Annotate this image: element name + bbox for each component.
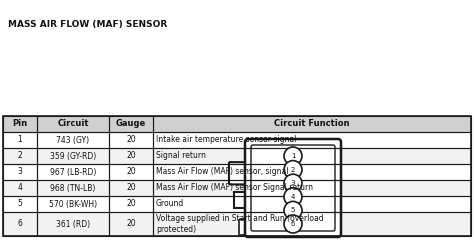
Bar [36,164,109,180]
FancyBboxPatch shape [229,162,249,184]
Circle shape [284,201,302,219]
Text: Circuit: Circuit [57,120,89,129]
Bar [3,116,471,132]
Text: 2: 2 [18,151,22,160]
Text: 20: 20 [126,167,136,176]
Bar [3,148,471,164]
Bar [3,196,36,212]
Text: MASS AIR FLOW (MAF) SENSOR: MASS AIR FLOW (MAF) SENSOR [8,20,167,29]
Text: 20: 20 [126,219,136,228]
Text: 743 (GY): 743 (GY) [56,136,90,144]
Text: Voltage supplied in Start and Run (overload
protected): Voltage supplied in Start and Run (overl… [156,214,323,234]
Bar [3,148,36,164]
Bar [153,212,471,236]
Text: 4: 4 [291,194,295,200]
Bar [153,196,471,212]
Bar [153,164,471,180]
Bar [36,196,109,212]
Bar [153,180,471,196]
Text: 967 (LB-RD): 967 (LB-RD) [50,167,96,176]
Bar [36,212,109,236]
Text: 20: 20 [126,151,136,160]
Bar [109,212,153,236]
Text: 4: 4 [18,183,22,192]
Text: 570 (BK-WH): 570 (BK-WH) [49,199,97,209]
Bar [36,180,109,196]
Bar [3,196,471,212]
FancyBboxPatch shape [251,145,335,231]
Text: 5: 5 [18,199,22,209]
FancyBboxPatch shape [239,219,249,235]
Text: 1: 1 [18,136,22,144]
Bar [109,164,153,180]
Circle shape [284,188,302,206]
Text: 2: 2 [291,166,295,173]
Text: 20: 20 [126,183,136,192]
Bar [3,116,36,132]
Bar [109,132,153,148]
Bar [109,196,153,212]
Bar [153,148,471,164]
Bar [3,212,36,236]
Bar [153,132,471,148]
Bar [234,192,248,208]
Bar [3,164,471,180]
Text: Gauge: Gauge [116,120,146,129]
Text: 20: 20 [126,136,136,144]
Bar [153,116,471,132]
Bar [3,132,471,148]
Text: 5: 5 [291,207,295,213]
Bar [109,180,153,196]
Bar [3,180,471,196]
FancyBboxPatch shape [245,139,341,237]
Text: Mass Air Flow (MAF) sensor Signal return: Mass Air Flow (MAF) sensor Signal return [156,183,313,192]
Text: 20: 20 [126,199,136,209]
Text: 359 (GY-RD): 359 (GY-RD) [50,151,96,160]
Text: Mass Air Flow (MAF) sensor, signal: Mass Air Flow (MAF) sensor, signal [156,167,288,176]
Text: Signal return: Signal return [156,151,206,160]
Bar [36,116,109,132]
Bar [36,132,109,148]
Bar [3,212,471,236]
Text: 6: 6 [291,221,295,227]
Text: Pin: Pin [12,120,27,129]
Text: 6: 6 [18,219,22,228]
Bar [3,132,36,148]
Text: Intake air temperature sensor signal: Intake air temperature sensor signal [156,136,296,144]
Text: 3: 3 [18,167,22,176]
Bar [3,116,471,236]
Text: 361 (RD): 361 (RD) [56,219,90,228]
Bar [109,148,153,164]
Bar [109,116,153,132]
Text: Circuit Function: Circuit Function [274,120,350,129]
Text: 968 (TN-LB): 968 (TN-LB) [50,183,96,192]
Circle shape [284,174,302,192]
Bar [3,180,36,196]
Text: 3: 3 [291,180,295,186]
Circle shape [284,161,302,179]
Text: 1: 1 [291,153,295,159]
Bar [36,148,109,164]
Circle shape [284,147,302,165]
Text: Ground: Ground [156,199,184,209]
Circle shape [284,215,302,233]
Bar [3,164,36,180]
